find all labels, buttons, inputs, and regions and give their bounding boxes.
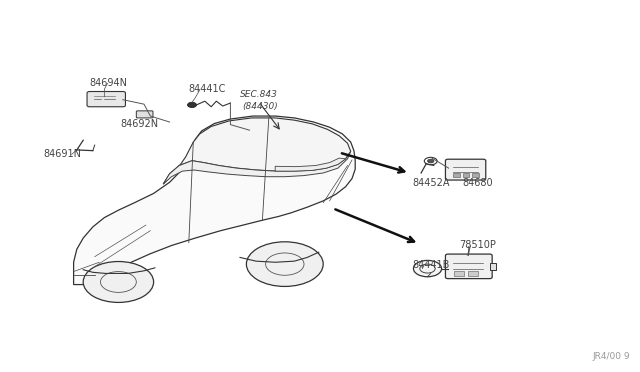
Text: 84441B: 84441B <box>412 260 449 270</box>
Polygon shape <box>275 158 346 171</box>
FancyBboxPatch shape <box>87 92 125 107</box>
Text: 84680: 84680 <box>462 178 493 188</box>
Bar <box>490 263 496 270</box>
Text: 84692N: 84692N <box>120 119 159 128</box>
Circle shape <box>413 260 442 277</box>
FancyBboxPatch shape <box>445 254 492 279</box>
Text: SEC.843: SEC.843 <box>240 90 278 99</box>
Circle shape <box>188 102 196 108</box>
Circle shape <box>246 242 323 286</box>
Text: 84441C: 84441C <box>189 84 226 94</box>
Bar <box>453 173 460 177</box>
Circle shape <box>428 159 434 163</box>
Polygon shape <box>74 116 355 285</box>
FancyBboxPatch shape <box>136 111 153 118</box>
Circle shape <box>83 262 154 302</box>
FancyBboxPatch shape <box>445 159 486 180</box>
Bar <box>463 173 469 177</box>
Text: 84452A: 84452A <box>413 178 451 188</box>
Text: 84691N: 84691N <box>44 150 81 159</box>
Bar <box>468 271 478 276</box>
Bar <box>454 271 464 276</box>
Polygon shape <box>163 118 351 184</box>
Text: 78510P: 78510P <box>460 240 497 250</box>
Text: JR4/00 9: JR4/00 9 <box>593 352 630 361</box>
Text: (84430): (84430) <box>243 102 278 110</box>
Polygon shape <box>163 151 351 184</box>
Bar <box>472 173 479 177</box>
Text: 84694N: 84694N <box>90 78 127 87</box>
